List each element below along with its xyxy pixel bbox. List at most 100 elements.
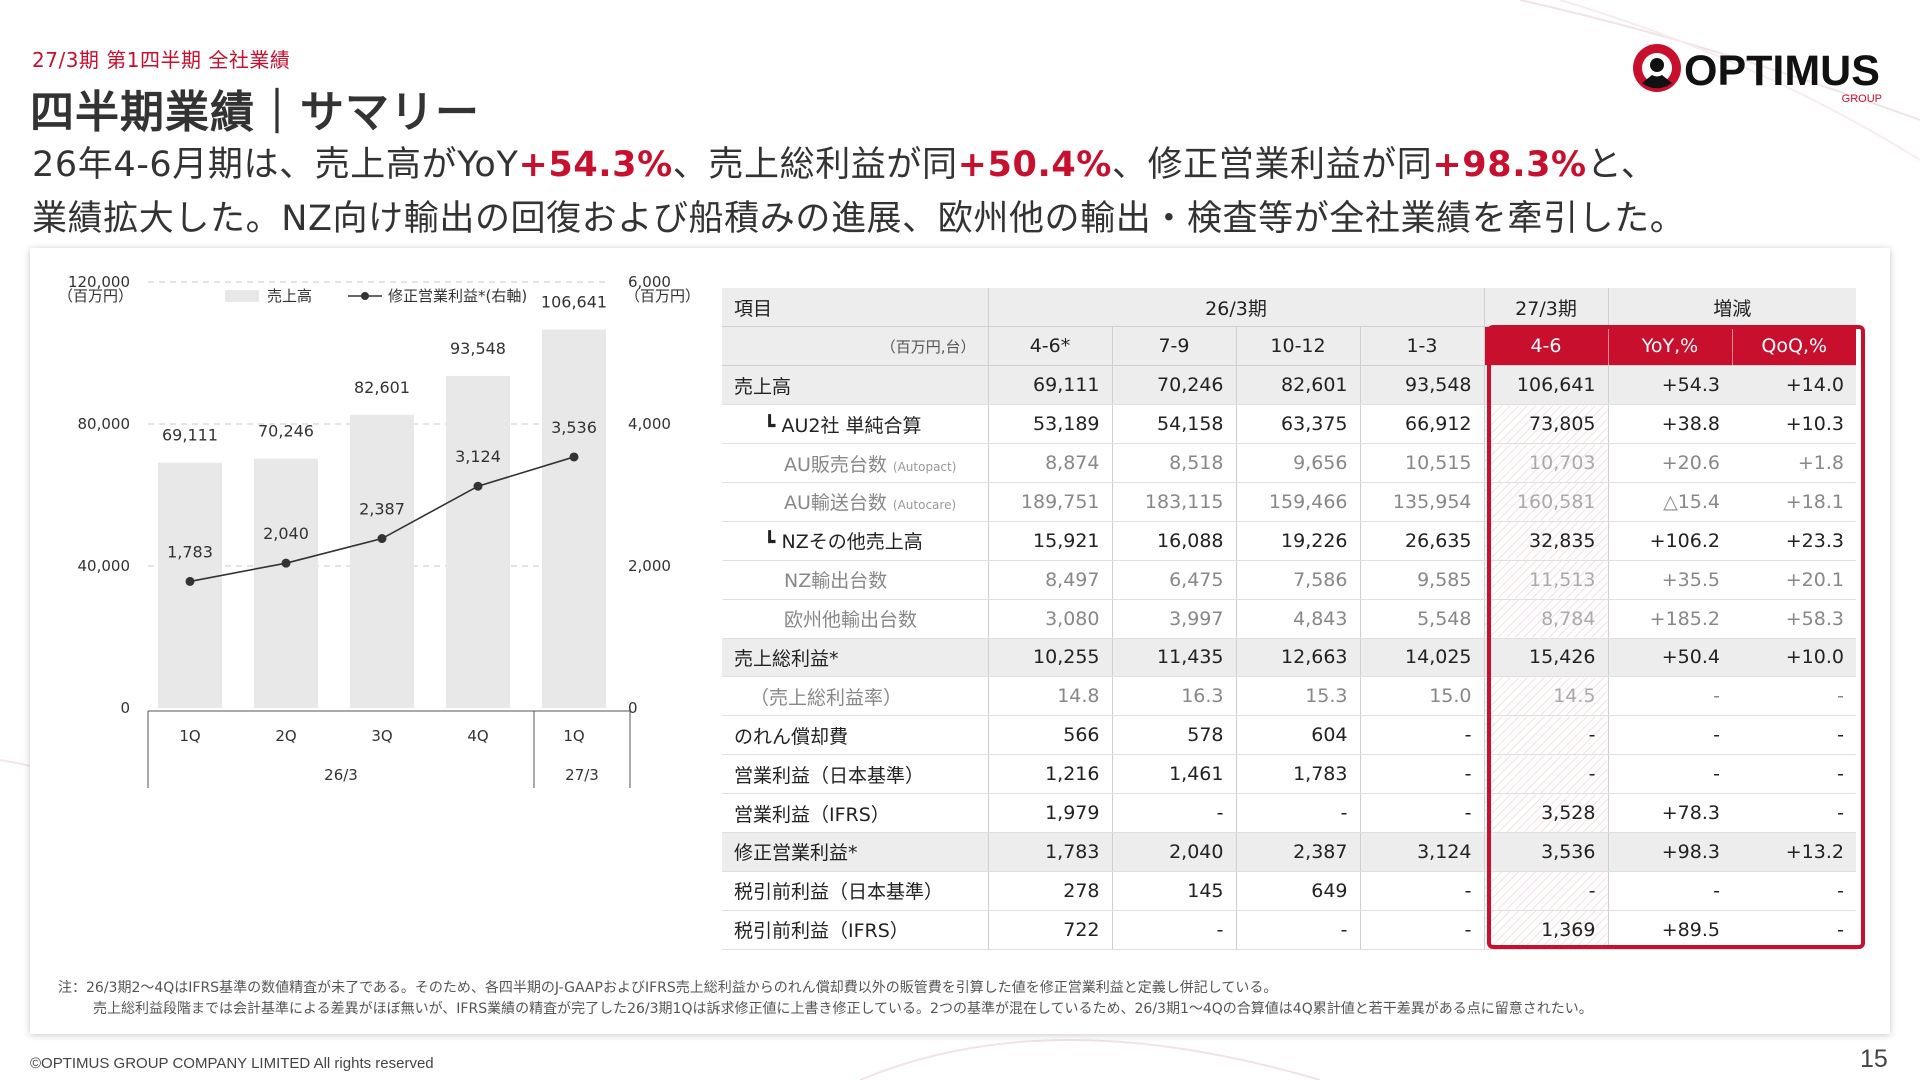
row-label: 売上高 (722, 365, 989, 406)
row-value: 32,835 (1484, 521, 1609, 561)
row-label: 営業利益（日本基準） (722, 754, 989, 795)
row-value: 16.3 (1112, 676, 1237, 717)
logo-text: OPTIMUS (1684, 47, 1880, 95)
row-value: - (1112, 793, 1237, 833)
table-row: 売上高 69,111 70,246 82,601 93,548 106,641 +54.3 +… (722, 365, 1856, 406)
row-value: △15.4 (1608, 482, 1732, 522)
row-value: 54,158 (1112, 404, 1237, 445)
row-label: ┗ AU2社 単純合算 (722, 404, 989, 445)
x-tick-label: 1Q (563, 727, 584, 745)
row-value: 5,548 (1360, 599, 1485, 639)
row-value: +14.0 (1732, 365, 1856, 406)
row-value: 3,528 (1484, 793, 1609, 833)
row-label: AU販売台数 (Autopact) (722, 443, 989, 483)
header-qoq: QoQ,% (1732, 326, 1856, 367)
table-row: 欧州他輸出台数 3,080 3,997 4,843 5,548 8,784 +185.2 +5… (722, 599, 1856, 639)
legend-line-marker (361, 292, 369, 300)
x-tick-label: 4Q (467, 727, 488, 745)
header-cur-fy: 27/3期 (1484, 288, 1609, 328)
row-value: 70,246 (1112, 365, 1237, 406)
footer-copyright: ©OPTIMUS GROUP COMPANY LIMITED All right… (30, 1055, 434, 1072)
table-subheader-row: （百万円,台） 4-6* 7-9 10-12 1-3 4-6 YoY,% QoQ… (722, 326, 1856, 367)
row-value: 566 (988, 715, 1113, 756)
row-value: +18.1 (1732, 482, 1856, 522)
row-value: - (1732, 754, 1856, 795)
row-value: - (1360, 754, 1485, 795)
header-q1: 4-6* (988, 326, 1113, 367)
row-value: - (1608, 676, 1732, 717)
row-label: ┗ NZその他売上高 (722, 521, 989, 561)
legend-bar-swatch (225, 290, 259, 302)
results-table: 項目 26/3期 27/3期 増減 （百万円,台） 4-6* 7-9 10-12… (722, 288, 1856, 950)
footnote-line-2: 売上総利益段階までは会計基準による差異がほぼ無いが、IFRS業績の精査が完了した… (93, 1001, 1593, 1017)
header-prev-fy: 26/3期 (988, 288, 1485, 328)
row-value: 135,954 (1360, 482, 1485, 522)
table-header-row: 項目 26/3期 27/3期 増減 (722, 288, 1856, 328)
row-value: 2,387 (1236, 832, 1361, 872)
legend-bar-label: 売上高 (267, 287, 312, 305)
row-value: 8,497 (988, 560, 1113, 600)
headline-text: 26年4-6月期は、売上高がYoY (32, 145, 519, 185)
right-tick-label: 0 (628, 699, 638, 717)
row-value: 3,536 (1484, 832, 1609, 872)
row-value: 578 (1112, 715, 1237, 756)
row-value: 73,805 (1484, 404, 1609, 445)
revenue-data-label: 69,111 (162, 426, 218, 445)
row-value: 3,124 (1360, 832, 1485, 872)
header-q4: 1-3 (1360, 326, 1485, 367)
row-label: 税引前利益（IFRS） (722, 910, 989, 950)
row-label: のれん償却費 (722, 715, 989, 756)
x-tick-label: 3Q (371, 727, 392, 745)
row-value: 11,435 (1112, 638, 1237, 678)
headline-text: 、売上総利益が同 (672, 145, 958, 185)
x-group-label: 26/3 (324, 766, 358, 784)
chart-legend: 売上高 修正営業利益*(右軸) (225, 287, 527, 305)
row-value: 1,783 (1236, 754, 1361, 795)
table-row: ┗ AU2社 単純合算 53,189 54,158 63,375 66,912 73,80… (722, 404, 1856, 445)
x-tick-label: 2Q (275, 727, 296, 745)
row-label: 税引前利益（日本基準） (722, 871, 989, 911)
optimus-group-logo: OPTIMUS GROUP (1633, 44, 1882, 104)
row-value: 2,040 (1112, 832, 1237, 872)
revenue-data-label: 70,246 (258, 422, 314, 441)
row-value: 14.5 (1484, 676, 1609, 717)
operating-profit-data-label: 3,124 (455, 447, 501, 466)
row-value: - (1360, 715, 1485, 756)
row-value: - (1360, 910, 1485, 950)
row-value: +10.0 (1732, 638, 1856, 678)
row-value: - (1236, 910, 1361, 950)
row-value: 278 (988, 871, 1113, 911)
row-value: - (1484, 871, 1609, 911)
left-tick-label: 40,000 (78, 557, 131, 575)
row-label: 欧州他輸出台数 (722, 599, 989, 639)
revenue-bar (542, 329, 606, 708)
page-number: 15 (1860, 1045, 1888, 1073)
row-value: +58.3 (1732, 599, 1856, 639)
table-row: 修正営業利益* 1,783 2,040 2,387 3,124 3,536 +98.3 +13… (722, 832, 1856, 872)
revenue-data-label: 93,548 (450, 339, 506, 358)
right-tick-label: 2,000 (628, 557, 671, 575)
row-value: +23.3 (1732, 521, 1856, 561)
table-row: 売上総利益* 10,255 11,435 12,663 14,025 15,426 +50.… (722, 638, 1856, 678)
row-value: 63,375 (1236, 404, 1361, 445)
row-label: （売上総利益率） (722, 676, 989, 717)
row-label: 売上総利益* (722, 638, 989, 678)
row-label: AU輸送台数 (Autocare) (722, 482, 989, 522)
row-value: 183,115 (1112, 482, 1237, 522)
left-tick-label: 120,000 (68, 273, 130, 291)
revenue-bar (254, 458, 318, 708)
row-value: 53,189 (988, 404, 1113, 445)
operating-profit-point (185, 576, 195, 586)
row-value: 15.0 (1360, 676, 1485, 717)
row-value: +10.3 (1732, 404, 1856, 445)
content-card: （百万円） （百万円） 売上高 修正営業利益*(右軸) 120,000 6,000… (30, 248, 1890, 1034)
row-value: 93,548 (1360, 365, 1485, 406)
row-value: 66,912 (1360, 404, 1485, 445)
operating-profit-data-label: 2,040 (263, 524, 309, 543)
table-row: AU販売台数 (Autopact) 8,874 8,518 9,656 10,515 10,… (722, 443, 1856, 483)
row-value: - (1732, 910, 1856, 950)
header-q3: 10-12 (1236, 326, 1361, 367)
row-value: 16,088 (1112, 521, 1237, 561)
header-q2: 7-9 (1112, 326, 1237, 367)
row-value: +20.6 (1608, 443, 1732, 483)
